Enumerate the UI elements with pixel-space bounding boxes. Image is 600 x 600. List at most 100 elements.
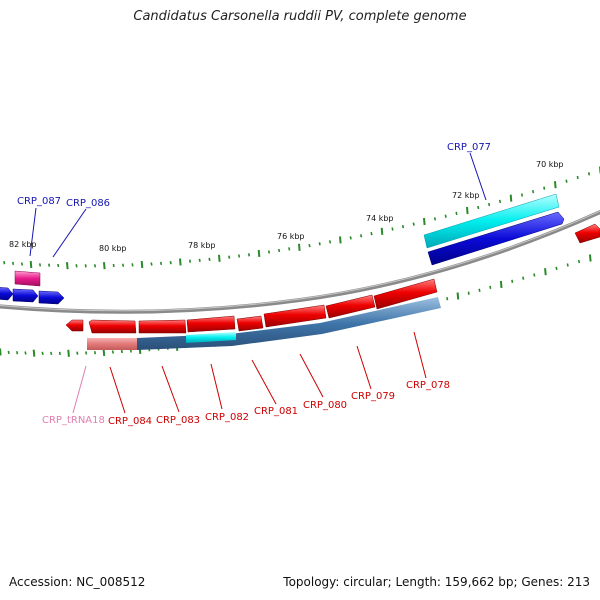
plus-tick (308, 243, 311, 248)
plus-tick (328, 240, 332, 244)
minus-tick (544, 268, 547, 276)
plus-tick (360, 234, 363, 238)
gene-label-crp080[interactable]: CRP_080 (303, 400, 347, 411)
plus-tick (140, 260, 144, 269)
plus-tick (587, 172, 591, 176)
minus-strand-genes (65, 223, 600, 334)
plus-strand-genes (0, 193, 565, 305)
plus-tick (122, 263, 125, 267)
plus-tick (38, 263, 42, 267)
gene-crp083[interactable] (138, 319, 187, 334)
label-connectors (29, 152, 487, 414)
minus-tick (456, 292, 460, 300)
plus-tick (520, 193, 524, 197)
minus-tick (32, 349, 36, 357)
minus-tick (467, 291, 470, 295)
minus-tick (478, 288, 481, 292)
minus-tick (16, 351, 19, 355)
plus-tick (318, 242, 321, 246)
map-title: Candidatus Carsonella ruddii PV, complet… (133, 9, 467, 24)
plus-tick (576, 175, 579, 180)
minus-tick (555, 266, 558, 271)
gene-plus-blue-3[interactable] (38, 290, 65, 305)
plus-tick (349, 236, 352, 240)
plus-tick (488, 202, 491, 207)
plus-tick (433, 217, 437, 221)
plus-tick (160, 261, 163, 266)
gene-label-crp082[interactable]: CRP_082 (205, 412, 249, 423)
gene-crp078[interactable] (373, 278, 438, 310)
gene-crp082-cyan[interactable] (186, 332, 236, 343)
plus-tick (554, 181, 557, 189)
minus-tick (120, 349, 123, 354)
genome-backbone-highlight (0, 210, 600, 312)
plus-tick (3, 261, 6, 265)
minus-tick (489, 285, 492, 290)
minus-tick (522, 276, 525, 280)
gene-label-crp087[interactable]: CRP_087 (17, 196, 61, 207)
plus-tick (412, 222, 415, 226)
plus-tick (298, 243, 301, 251)
gene-label-crp079[interactable]: CRP_079 (351, 391, 395, 402)
plus-tick (257, 249, 261, 257)
plus-tick (150, 262, 153, 266)
genome-backbone (0, 210, 600, 314)
minus-tick (533, 273, 536, 277)
gene-minus-small-left[interactable] (65, 319, 84, 332)
plus-tick (267, 250, 271, 254)
plus-tick (532, 189, 535, 194)
minus-tick (41, 351, 44, 355)
gene-crp081[interactable] (236, 315, 264, 332)
gene-label-crp-trna18[interactable]: CRP_tRNA18 (42, 415, 105, 426)
gene-minus-right-edge[interactable] (574, 223, 600, 244)
gene-crp079[interactable] (325, 294, 376, 319)
gene-crp084[interactable] (88, 319, 137, 334)
minus-tick (76, 351, 79, 355)
trna18-band[interactable] (87, 338, 137, 350)
gene-label-crp086[interactable]: CRP_086 (66, 198, 110, 209)
plus-tick (247, 253, 251, 257)
accession-text: Accession: NC_008512 (9, 575, 146, 589)
plus-tick (57, 263, 60, 268)
kbp-label-80: 80 kbp (99, 244, 127, 253)
plus-tick (228, 255, 231, 259)
gene-crp082[interactable] (186, 315, 236, 333)
minus-tick (50, 351, 53, 356)
plus-tick (288, 247, 291, 251)
plus-tick (218, 254, 221, 262)
gene-label-crp081[interactable]: CRP_081 (254, 406, 298, 417)
gene-crp087-pink[interactable] (14, 270, 41, 287)
minus-tick (566, 263, 569, 267)
plus-tick (48, 263, 51, 267)
plus-tick (477, 205, 480, 210)
gene-label-crp078[interactable]: CRP_078 (406, 380, 450, 391)
plus-tick (339, 236, 342, 244)
kbp-label-78: 78 kbp (188, 241, 216, 250)
plus-tick (543, 186, 546, 190)
gene-label-crp083[interactable]: CRP_083 (156, 415, 200, 426)
plus-tick (20, 262, 24, 266)
gene-plus-blue-1[interactable] (0, 287, 14, 301)
plus-tick (278, 248, 281, 253)
plus-tick (509, 194, 513, 202)
plus-tick (444, 214, 447, 218)
gene-label-crp077[interactable]: CRP_077 (447, 142, 491, 153)
minus-tick (577, 259, 581, 264)
plus-tick (498, 199, 502, 204)
gene-label-crp084[interactable]: CRP_084 (108, 416, 152, 427)
plus-tick (423, 217, 426, 226)
gene-crp077-cyan[interactable] (423, 193, 560, 249)
gene-crp077-blue[interactable] (427, 211, 565, 266)
kbp-label-70: 70 kbp (536, 160, 564, 169)
plus-strand-ticks (3, 166, 600, 270)
gene-plus-blue-2[interactable] (12, 288, 39, 303)
plus-tick (565, 179, 568, 183)
gene-crp080[interactable] (263, 304, 327, 328)
minus-tick (58, 351, 61, 356)
plus-tick (29, 260, 33, 269)
minus-tick (499, 280, 503, 288)
plus-tick (112, 263, 115, 268)
minus-tick (67, 349, 70, 357)
plus-tick (84, 264, 87, 268)
